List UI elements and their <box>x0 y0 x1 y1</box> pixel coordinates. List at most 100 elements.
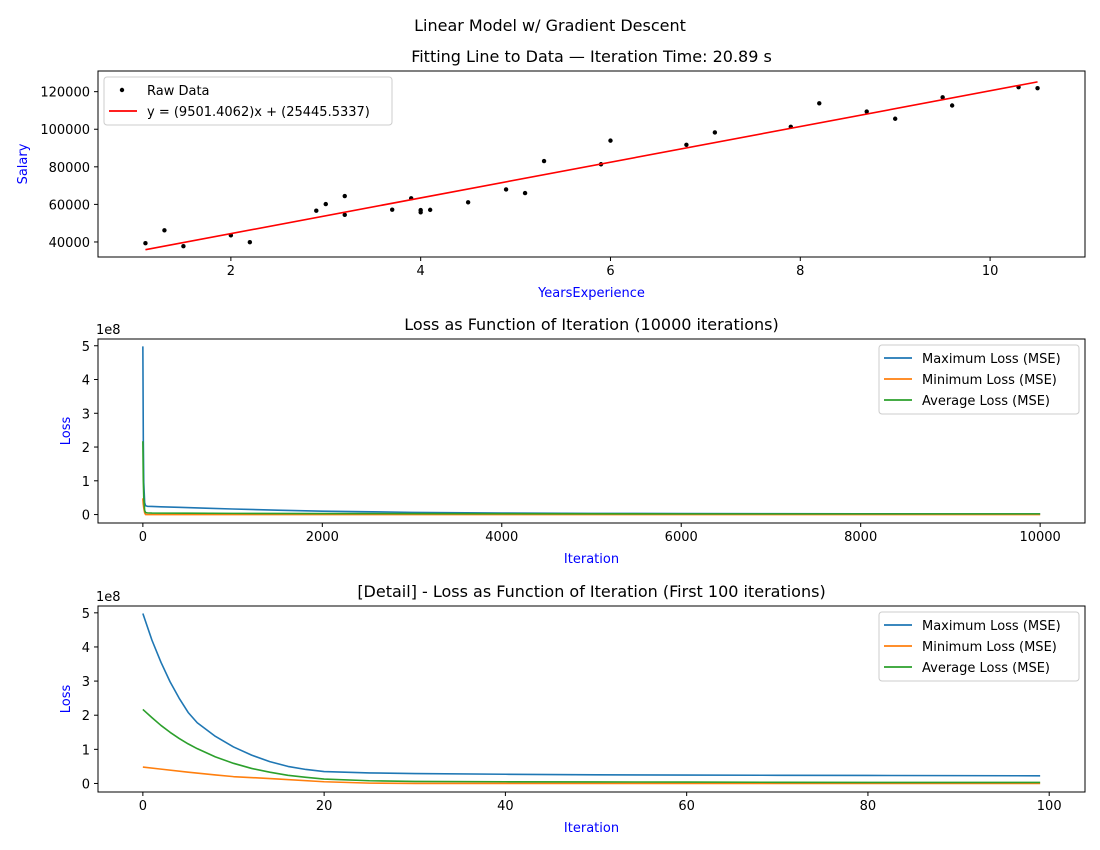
chart-0-legend-box <box>103 76 393 126</box>
chart-0-ylabel: Salary <box>16 143 31 184</box>
chart-1-xlabel: Iteration <box>564 552 619 567</box>
chart-1-legend-label: Maximum Loss (MSE) <box>922 352 1061 367</box>
chart-0-point <box>522 190 528 196</box>
chart-2-series-line-2 <box>142 708 1041 784</box>
chart-0-ytick-label: 80000 <box>49 161 90 176</box>
chart-0-legend: Raw Data y = (9501.4062)x + (25445.5337) <box>103 76 393 126</box>
chart-0-legend-marker <box>119 87 125 93</box>
chart-1-xtick-label: 6000 <box>665 530 698 545</box>
chart-0-title: Fitting Line to Data — Iteration Time: 2… <box>411 47 772 66</box>
chart-1-series-line-1 <box>142 498 1041 516</box>
chart-2-axes-frame <box>97 605 1086 793</box>
chart-1-xtick-label: 2000 <box>306 530 339 545</box>
panel-fitting-line: Fitting Line to Data — Iteration Time: 2… <box>16 47 1086 301</box>
chart-0-point <box>1035 85 1040 91</box>
chart-1-axes-frame <box>97 338 1086 524</box>
chart-2-xlabel: Iteration <box>564 821 619 836</box>
chart-0-point <box>323 201 328 207</box>
chart-2-plot-area <box>142 613 1041 785</box>
chart-1-ytick-label: 1 <box>82 475 90 490</box>
chart-2-ytick-label: 2 <box>82 709 90 724</box>
chart-0-point <box>503 187 509 192</box>
chart-2-ytick-label: 4 <box>82 641 90 656</box>
chart-0-point <box>390 207 395 212</box>
chart-1-legend: Maximum Loss (MSE) Minimum Loss (MSE) Aver… <box>878 344 1080 415</box>
chart-1-ytick-label: 2 <box>82 441 90 456</box>
chart-0-point <box>864 109 869 114</box>
chart-0-xtick-label: 10 <box>982 264 999 279</box>
chart-0-point <box>181 244 186 249</box>
chart-0-point <box>684 142 689 147</box>
chart-1-ytick-label: 0 <box>82 509 90 524</box>
chart-1-series-line-2 <box>142 441 1041 515</box>
chart-0-point <box>541 158 547 164</box>
chart-0-point <box>949 103 955 108</box>
chart-0-legend-label: y = (9501.4062)x + (25445.5337) <box>147 105 370 120</box>
chart-2-series-line-1 <box>142 766 1041 785</box>
chart-0-point <box>342 212 347 218</box>
chart-0-axes-frame <box>97 70 1086 258</box>
chart-0-ytick-label: 100000 <box>40 123 90 138</box>
chart-2-xtick-label: 40 <box>497 799 514 814</box>
chart-2-xtick-label: 0 <box>139 799 147 814</box>
chart-2-xtick-label: 20 <box>316 799 333 814</box>
chart-2-ytick-label: 3 <box>82 675 90 690</box>
chart-1-ylabel: Loss <box>59 417 74 446</box>
chart-0-xtick-label: 2 <box>227 264 235 279</box>
chart-0-point <box>892 116 898 121</box>
chart-0-series-line-1 <box>145 81 1038 251</box>
chart-2-xtick-label: 100 <box>1037 799 1062 814</box>
chart-0-point <box>143 241 148 246</box>
chart-1-plot-area <box>142 346 1041 516</box>
chart-2-series-line-0 <box>142 613 1041 777</box>
chart-0-point <box>418 207 423 213</box>
chart-2-xtick-label: 80 <box>860 799 877 814</box>
chart-0-legend-label: Raw Data <box>147 84 210 99</box>
chart-2-ytick-label: 5 <box>82 607 90 622</box>
chart-2-title: [Detail] - Loss as Function of Iteration… <box>357 582 825 601</box>
chart-0-xtick-label: 6 <box>606 264 614 279</box>
chart-2-xtick-label: 60 <box>678 799 695 814</box>
chart-0-point <box>247 239 253 245</box>
chart-0-point <box>162 228 167 233</box>
chart-1-xtick-label: 0 <box>139 530 147 545</box>
chart-0-point <box>940 95 945 100</box>
chart-0-point <box>342 193 347 199</box>
chart-0-ytick-label: 40000 <box>49 236 90 251</box>
chart-1-legend-label: Minimum Loss (MSE) <box>922 373 1057 388</box>
chart-1-y-offset-text: 1e8 <box>96 323 121 338</box>
chart-2-ylabel: Loss <box>59 685 74 714</box>
chart-0-xtick-label: 8 <box>796 264 804 279</box>
chart-2-legend-box <box>878 611 1080 682</box>
figure-suptitle: Linear Model w/ Gradient Descent <box>414 16 686 35</box>
chart-0-point <box>608 138 613 143</box>
chart-0-point <box>427 207 433 213</box>
panel-loss-detail: [Detail] - Loss as Function of Iteration… <box>59 582 1086 836</box>
chart-1-ytick-label: 3 <box>82 407 90 422</box>
chart-1-ytick-label: 5 <box>82 340 90 355</box>
chart-1-xtick-label: 4000 <box>485 530 518 545</box>
chart-0-xtick-label: 4 <box>417 264 425 279</box>
chart-1-xtick-label: 8000 <box>844 530 877 545</box>
chart-0-point <box>314 208 319 213</box>
chart-2-legend: Maximum Loss (MSE) Minimum Loss (MSE) Aver… <box>878 611 1080 682</box>
chart-0-plot-area <box>143 81 1040 251</box>
chart-1-ytick-label: 4 <box>82 374 90 389</box>
chart-1-title: Loss as Function of Iteration (10000 ite… <box>404 315 778 334</box>
chart-1-legend-label: Average Loss (MSE) <box>922 394 1050 409</box>
chart-0-ytick-label: 60000 <box>49 198 90 213</box>
chart-2-y-offset-text: 1e8 <box>96 590 121 605</box>
chart-0-point <box>712 130 718 135</box>
chart-0-point <box>817 101 822 106</box>
panel-loss-full: Loss as Function of Iteration (10000 ite… <box>59 315 1086 567</box>
chart-2-legend-label: Average Loss (MSE) <box>922 661 1050 676</box>
chart-0-ytick-label: 120000 <box>40 86 90 101</box>
chart-1-legend-box <box>878 344 1080 415</box>
chart-2-legend-label: Minimum Loss (MSE) <box>922 640 1057 655</box>
chart-0-xlabel: YearsExperience <box>537 286 645 301</box>
chart-2-ytick-label: 1 <box>82 743 90 758</box>
chart-1-xtick-label: 10000 <box>1019 530 1060 545</box>
chart-2-ytick-label: 0 <box>82 777 90 792</box>
chart-2-legend-label: Maximum Loss (MSE) <box>922 619 1061 634</box>
